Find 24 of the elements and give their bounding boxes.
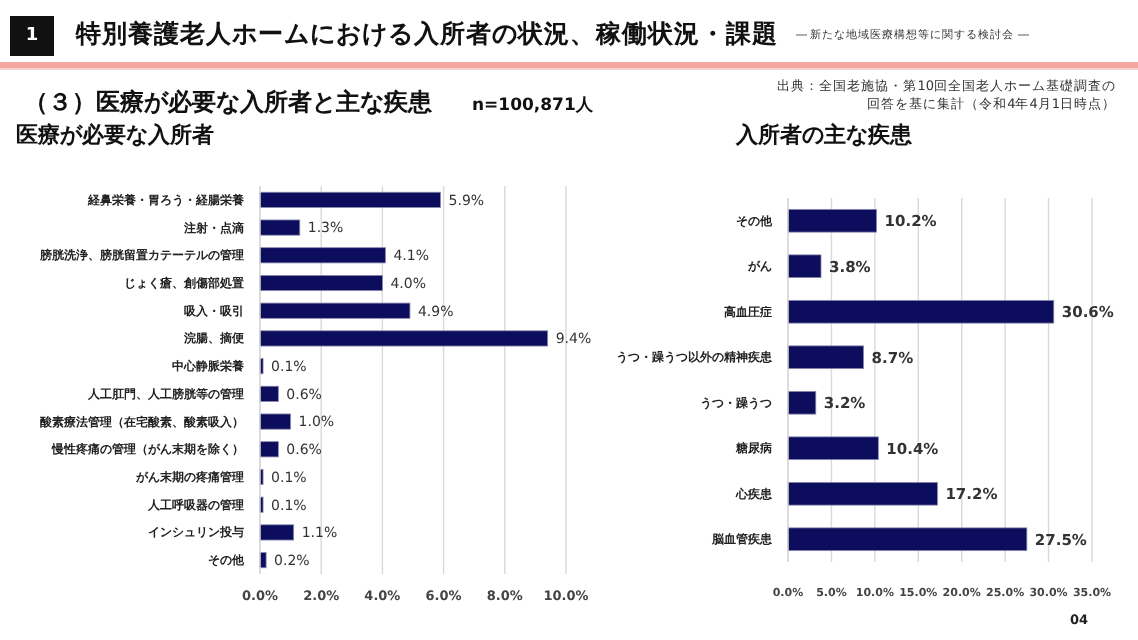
bar xyxy=(259,247,386,264)
text: 1 xyxy=(10,16,54,56)
bar xyxy=(259,385,279,402)
bar xyxy=(787,345,864,370)
bar xyxy=(787,390,817,415)
bar xyxy=(787,527,1028,552)
bar xyxy=(259,441,279,458)
text: （３）医療が必要な入所者と主な疾患 xyxy=(24,86,432,120)
bar xyxy=(259,191,441,208)
bar xyxy=(259,274,383,292)
bar xyxy=(259,219,301,236)
bar xyxy=(259,413,291,430)
bar xyxy=(787,208,877,233)
bar xyxy=(787,481,938,506)
bar xyxy=(259,302,411,319)
bar xyxy=(259,330,549,347)
text: 特別養護老人ホームにおける入所者の状況、稼働状況・課題 xyxy=(76,18,778,52)
text: n=100,871人 xyxy=(472,94,594,118)
bar xyxy=(787,436,879,461)
bar xyxy=(787,254,822,279)
bar xyxy=(787,299,1055,324)
chart-title: 医療が必要な入所者 xyxy=(16,122,214,148)
chart-title: 入所者の主な疾患 xyxy=(734,122,914,148)
bar xyxy=(259,524,295,541)
